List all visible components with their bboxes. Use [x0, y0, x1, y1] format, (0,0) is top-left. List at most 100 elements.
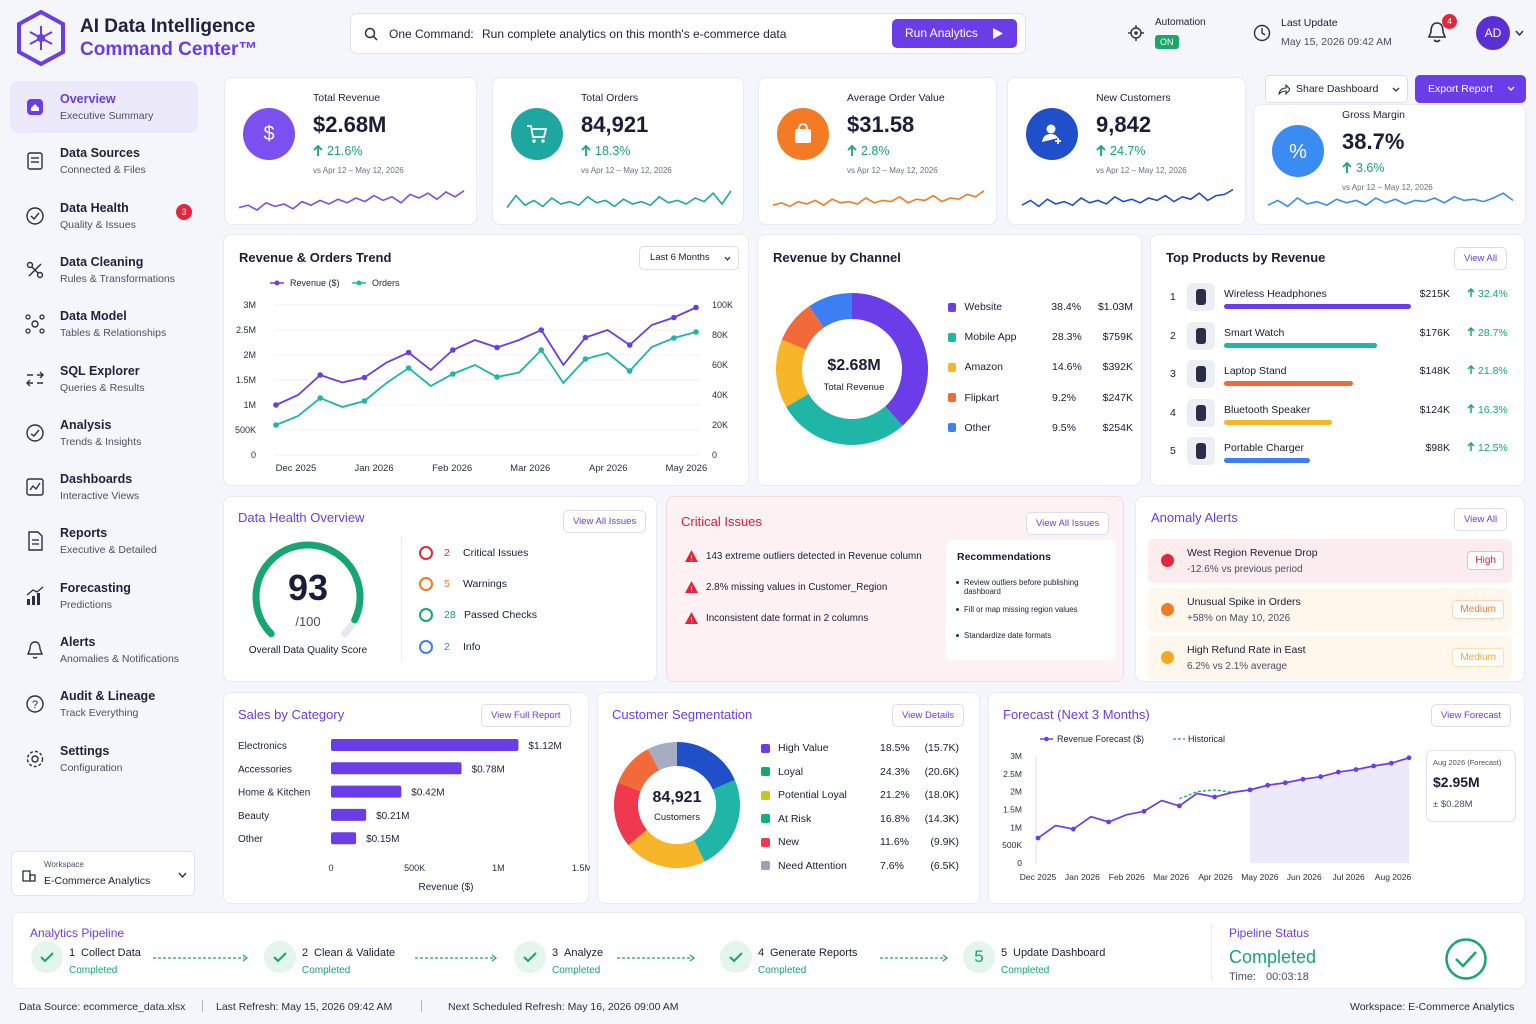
sidebar-item-alerts[interactable]: Alerts Anomalies & Notifications: [10, 624, 198, 676]
sidebar-item-data-sources[interactable]: Data Sources Connected & Files: [10, 135, 198, 187]
automation-toggle[interactable]: ON: [1155, 35, 1179, 49]
segment-slice-2: [628, 829, 705, 868]
trend-range-select[interactable]: Last 6 Months: [639, 246, 739, 270]
share-dashboard-button[interactable]: Share Dashboard: [1265, 75, 1408, 103]
health-view-all-button[interactable]: View All Issues: [563, 510, 647, 533]
sidebar-item-audit-lineage[interactable]: ? Audit & Lineage Track Everything: [10, 678, 198, 730]
warning-icon: !: [685, 550, 698, 565]
channel-pct: 38.4%: [1051, 301, 1082, 313]
series-point: [582, 356, 589, 362]
channel-slice-4: [809, 293, 853, 328]
callout-range: ± $0.28M: [1433, 799, 1473, 810]
chevron-down-icon[interactable]: [1515, 30, 1524, 36]
export-report-button[interactable]: Export Report: [1415, 75, 1526, 103]
footer-refresh: Last Refresh: May 15, 2026 09:42 AM: [216, 1001, 393, 1013]
sidebar-item-subtitle: Tables & Relationships: [60, 327, 167, 340]
pipeline-step-name: Analyze: [564, 947, 604, 959]
notifications-button[interactable]: 4: [1426, 14, 1457, 46]
forecast-point: [1282, 780, 1288, 786]
critical-view-all-button[interactable]: View All Issues: [1026, 512, 1110, 535]
sidebar-item-forecasting[interactable]: Forecasting Predictions: [10, 570, 198, 622]
kpi-icon: $: [243, 108, 295, 160]
x-tick: Jun 2026: [1287, 872, 1322, 882]
sidebar-badge: 3: [176, 203, 192, 220]
anomaly-view-all-button[interactable]: View All: [1454, 508, 1508, 531]
product-value: $215K: [1419, 288, 1450, 300]
segment-pct: 11.6%: [880, 836, 909, 848]
product-value: $148K: [1419, 365, 1450, 377]
sidebar-item-subtitle: Predictions: [60, 598, 112, 611]
kpi-period: vs Apr 12 – May 12, 2026: [1096, 166, 1187, 175]
kpi-card-total-orders: Total Orders 84,921 18.3% vs Apr 12 – May 1…: [492, 77, 744, 225]
anomaly-item[interactable]: West Region Revenue Drop -12.6% vs previo…: [1148, 539, 1512, 583]
sidebar-item-analysis[interactable]: Analysis Trends & Insights: [10, 407, 198, 459]
command-input[interactable]: Run complete analytics on this month's e…: [482, 27, 787, 41]
product-thumbnail-icon: [1187, 321, 1215, 350]
forecast-point: [1388, 760, 1394, 766]
channel-slice-0: [851, 293, 928, 426]
sidebar-item-overview[interactable]: Overview Executive Summary: [10, 81, 198, 133]
y-tick-left: 2.5M: [236, 325, 256, 335]
health-count: 2: [444, 640, 450, 653]
sidebar-item-data-health[interactable]: Data Health Quality & Issues 3: [10, 190, 198, 242]
product-thumbnail-icon: [1187, 437, 1215, 465]
pipeline-step-status: Completed: [758, 965, 807, 976]
sidebar-item-settings[interactable]: Settings Configuration: [10, 733, 198, 785]
series-point: [693, 304, 699, 311]
anomaly-item[interactable]: High Refund Rate in East 6.2% vs 2.1% ave…: [1148, 636, 1512, 680]
avatar[interactable]: AD: [1476, 16, 1510, 50]
sidebar-item-title: SQL Explorer: [60, 363, 140, 378]
product-change-value: 16.3%: [1478, 403, 1508, 416]
sidebar-item-reports[interactable]: Reports Executive & Detailed: [10, 515, 198, 567]
sidebar-item-subtitle: Queries & Results: [60, 381, 145, 394]
pipeline-status-value: Completed: [1229, 947, 1317, 967]
kpi-change-value: 21.6%: [327, 144, 363, 158]
legend-swatch: [761, 767, 770, 776]
model-icon: [24, 313, 46, 335]
segment-legend-row: Need Attention 7.6% (6.5K): [761, 860, 971, 872]
legend-historical: Historical: [1188, 734, 1225, 744]
play-icon: [993, 28, 1003, 39]
workspace-label: Workspace: [44, 860, 84, 869]
product-change: 28.7%: [1467, 326, 1508, 339]
sidebar-item-subtitle: Connected & Files: [60, 164, 146, 177]
search-icon: [364, 27, 378, 41]
products-view-all-button[interactable]: View All: [1454, 247, 1508, 270]
segment-legend-row: Potential Loyal 21.2% (18.0K): [761, 789, 971, 801]
sidebar-item-data-cleaning[interactable]: Data Cleaning Rules & Transformations: [10, 244, 198, 296]
pipeline-arrow: [880, 953, 948, 965]
segment-name: Loyal: [778, 765, 804, 778]
product-change: 12.5%: [1467, 441, 1508, 454]
series-point: [582, 334, 589, 341]
sidebar-item-title: Analysis: [60, 417, 112, 432]
forecast-view-button[interactable]: View Forecast: [1431, 704, 1512, 727]
workspace-value: E-Commerce Analytics: [44, 875, 151, 887]
legend-revenue: Revenue ($): [290, 278, 340, 288]
sidebar-item-subtitle: Anomalies & Notifications: [60, 653, 180, 665]
anomaly-item[interactable]: Unusual Spike in Orders +58% on May 10, 2…: [1148, 587, 1512, 632]
sidebar-item-sql-explorer[interactable]: SQL Explorer Queries & Results: [10, 353, 198, 405]
app-title-line2: Command Center™: [80, 39, 258, 60]
sidebar-item-dashboards[interactable]: Dashboards Interactive Views: [10, 461, 198, 513]
product-rank: 5: [1170, 445, 1176, 457]
health-count: 5: [444, 578, 450, 591]
workspace-icon: [22, 870, 36, 882]
series-point: [317, 395, 324, 401]
workspace-selector[interactable]: Workspace E-Commerce Analytics: [11, 851, 195, 896]
forecast-point: [1176, 803, 1182, 809]
kpi-sparkline: [1267, 192, 1514, 208]
product-rank: 1: [1170, 291, 1176, 303]
sidebar-item-title: Data Sources: [60, 146, 140, 161]
segment-slice-1: [693, 779, 740, 862]
command-bar[interactable]: One Command: Run complete analytics on t…: [350, 13, 1026, 54]
sparkline-path: [772, 190, 985, 208]
segment-view-details-button[interactable]: View Details: [892, 704, 965, 727]
sidebar-item-title: Alerts: [60, 635, 96, 649]
sales-view-report-button[interactable]: View Full Report: [481, 704, 571, 727]
forecast-line: [1037, 756, 1410, 839]
run-analytics-button[interactable]: Run Analytics: [892, 19, 1017, 48]
kpi-change: 21.6%: [313, 144, 362, 158]
product-bar: [1224, 458, 1311, 463]
kpi-label: Total Revenue: [313, 92, 381, 104]
sidebar-item-data-model[interactable]: Data Model Tables & Relationships: [10, 298, 198, 350]
